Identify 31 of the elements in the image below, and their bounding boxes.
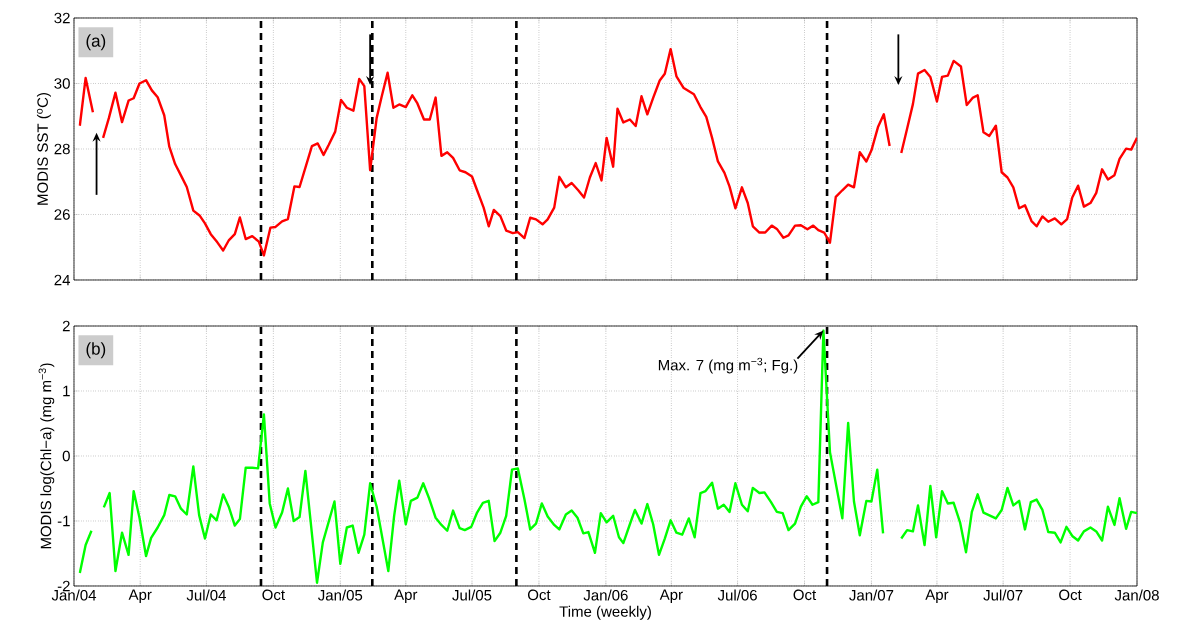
x-tick-label: Jul/05: [452, 589, 492, 601]
y-tick-label: 26: [54, 209, 70, 220]
y-tick-label: 30: [54, 78, 70, 89]
y-tick-label: 2: [62, 320, 70, 332]
y-tick-label: 24: [54, 274, 71, 286]
x-tick-label: Oct: [793, 589, 817, 601]
x-tick-label: Oct: [1059, 589, 1082, 601]
annotation: Max. 7 (mg m$^{−3}$; Fg.): [658, 357, 798, 374]
x-tick-label: Jan/06: [583, 589, 628, 601]
x-tick-label: Oct: [527, 589, 551, 601]
y-tick-label: 0: [62, 450, 70, 462]
y-axis-title: MODIS SST ($^{o}$C): [36, 93, 51, 205]
x-tick-label: Jul/04: [186, 589, 226, 601]
x-tick-label: Apr: [128, 589, 152, 603]
y-tick-label: -1: [57, 515, 70, 527]
x-tick-label: Jan/07: [849, 589, 894, 601]
annotation: (b): [86, 342, 106, 359]
x-tick-label: Apr: [659, 589, 683, 603]
x-tick-label: Jan/05: [318, 589, 363, 601]
x-tick-label: Apr: [394, 589, 418, 603]
y-tick-label: 28: [54, 143, 70, 155]
y-tick-label: 1: [63, 385, 70, 397]
x-axis-title: Time (weekly): [559, 605, 651, 620]
x-tick-label: Oct: [262, 589, 285, 601]
x-tick-label: Jan/08: [1114, 589, 1159, 601]
x-tick-label: Jul/07: [983, 589, 1023, 601]
y-tick-label: 32: [54, 12, 70, 24]
x-tick-label: Jul/06: [717, 589, 757, 601]
annotation: (a): [86, 34, 106, 51]
x-tick-label: Apr: [925, 589, 949, 603]
y-axis-title: MODIS log(Chl−a) (mg m$^{−3}$): [38, 363, 55, 549]
